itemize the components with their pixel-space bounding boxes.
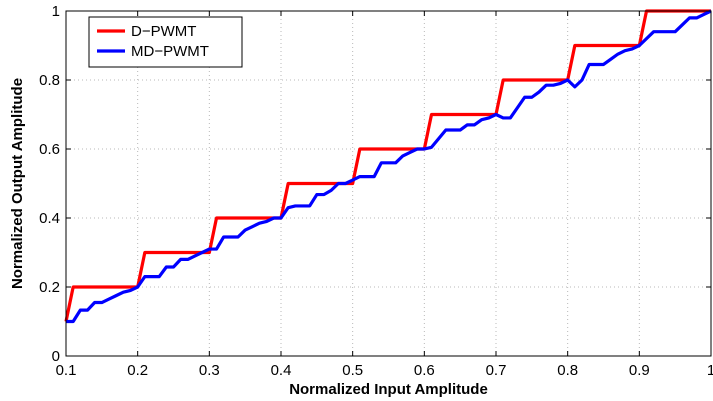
series-line-1 xyxy=(64,9,711,322)
axis-ticks: 0.1 0.2 0.3 0.4 0.5 0.6 0.7 0.8 0.9 1 0 0.2 0.4 0.6 0.… xyxy=(39,3,713,379)
x-tick-label: 0.6 xyxy=(414,362,435,379)
y-tick-label: 0.8 xyxy=(39,72,60,89)
x-tick-label: 1 xyxy=(707,362,713,379)
y-tick-label: 0.2 xyxy=(39,279,60,296)
legend-label: D−PWMT xyxy=(131,23,196,40)
x-tick-label: 0.2 xyxy=(127,362,148,379)
legend-box xyxy=(88,16,243,68)
legend: D−PWMT MD−PWMT xyxy=(88,16,243,68)
x-tick-label: 0.5 xyxy=(342,362,363,379)
plot-frame xyxy=(65,10,712,357)
x-tick-label: 0.1 xyxy=(56,362,77,379)
y-axis-title: Normalized Output Amplitude xyxy=(9,78,26,289)
series-lines xyxy=(64,9,712,324)
x-tick-label: 0.7 xyxy=(486,362,507,379)
x-tick-label: 0.4 xyxy=(271,362,292,379)
series-line-2 xyxy=(66,9,712,324)
x-tick-label: 0.3 xyxy=(199,362,220,379)
y-tick-label: 0 xyxy=(52,348,60,365)
y-tick-label: 0.4 xyxy=(39,210,60,227)
y-tick-label: 0.6 xyxy=(39,141,60,158)
legend-label: MD−PWMT xyxy=(131,43,209,60)
y-tick-label: 1 xyxy=(52,3,60,20)
x-tick-label: 0.8 xyxy=(557,362,578,379)
x-axis-title: Normalized Input Amplitude xyxy=(289,381,488,398)
x-tick-label: 0.9 xyxy=(629,362,650,379)
